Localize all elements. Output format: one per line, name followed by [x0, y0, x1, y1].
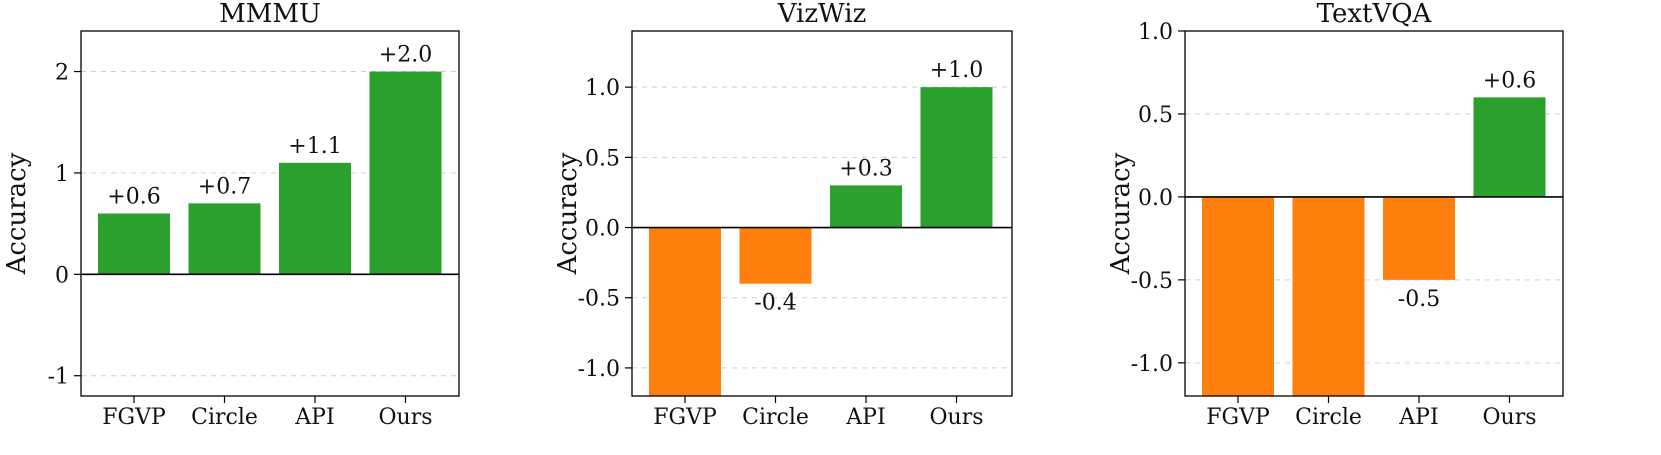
data-label: +0.7: [198, 174, 251, 199]
plot-frame: [80, 30, 460, 397]
bar-api: [1383, 196, 1455, 280]
x-tick-label: API: [294, 405, 334, 430]
bar-ours: [1473, 97, 1546, 197]
bar-circle: [739, 227, 812, 284]
data-label: +0.6: [107, 185, 160, 210]
chart-title: TextVQA: [1317, 0, 1433, 29]
chart-title: VizWiz: [777, 0, 867, 29]
y-tick-label: 1: [55, 162, 69, 187]
x-tick-label: FGVP: [1206, 405, 1270, 430]
y-tick-label: 1.0: [585, 76, 620, 101]
x-tick-label: API: [845, 405, 885, 430]
y-tick-label: 2: [55, 61, 69, 86]
y-axis-label: Accuracy: [553, 152, 583, 275]
bar-api: [830, 185, 902, 228]
data-label: -0.4: [754, 291, 796, 316]
y-tick-label: -0.5: [578, 287, 620, 312]
x-tick-label: FGVP: [653, 405, 717, 430]
bar-fgvp: [98, 213, 170, 275]
y-tick-label: 0: [55, 263, 69, 288]
x-tick-label: Circle: [1295, 405, 1362, 430]
bar-ours: [369, 71, 442, 275]
y-tick-label: 0.5: [585, 146, 620, 171]
y-tick-label: -1: [48, 365, 69, 390]
data-label: +1.0: [930, 58, 983, 83]
chart-panel-mmmu: -1 0 1 2 +0.6 FGVP +0.7 Circle +1.1 API +2.0 Ours MM…: [2, 0, 460, 430]
x-tick-label: Ours: [378, 405, 432, 430]
x-tick-label: Ours: [929, 405, 983, 430]
y-axis-label: Accuracy: [2, 152, 32, 275]
x-tick-label: Ours: [1482, 405, 1536, 430]
chart-panel-vizwiz: -1.0 -0.5 0.0 0.5 1.0 FGVP -0.4 Circle +0.3 API +1…: [553, 0, 1013, 430]
x-tick-label: Circle: [742, 405, 809, 430]
plot-frame: [1184, 30, 1564, 397]
plot-frame: [631, 30, 1013, 397]
bar-circle: [188, 203, 261, 275]
y-tick-label: 1.0: [1138, 20, 1173, 45]
y-tick-label: 0.5: [1138, 103, 1173, 128]
x-tick-label: FGVP: [102, 405, 166, 430]
data-label: +2.0: [379, 43, 432, 68]
chart-title: MMMU: [219, 0, 321, 29]
bar-circle: [1292, 196, 1365, 396]
data-label: +0.3: [839, 156, 892, 181]
y-tick-label: 0.0: [1138, 186, 1173, 211]
x-tick-label: API: [1398, 405, 1438, 430]
y-tick-label: 0.0: [585, 217, 620, 242]
data-label: -0.5: [1398, 287, 1440, 312]
y-tick-label: -0.5: [1131, 269, 1173, 294]
y-tick-label: -1.0: [1131, 352, 1173, 377]
bar-api: [279, 162, 351, 275]
bar-ours: [920, 87, 993, 228]
data-label: +1.1: [288, 134, 341, 159]
bar-fgvp: [649, 227, 721, 396]
data-label: +0.6: [1483, 68, 1536, 93]
y-axis-label: Accuracy: [1106, 152, 1136, 275]
y-tick-label: -1.0: [578, 357, 620, 382]
bar-fgvp: [1202, 196, 1274, 396]
x-tick-label: Circle: [191, 405, 258, 430]
chart-panel-textvqa: -1.0 -0.5 0.0 0.5 1.0 FGVP Circle -0.5 API +0.6 Ou…: [1106, 0, 1564, 430]
